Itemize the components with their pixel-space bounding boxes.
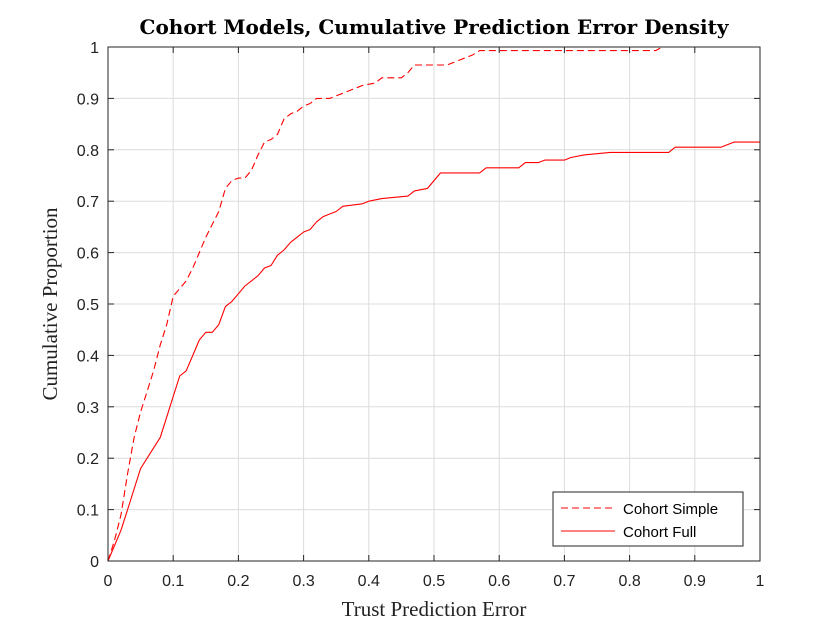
x-tick-label: 0.8 (618, 573, 640, 590)
y-tick-label: 0.6 (77, 246, 99, 263)
y-tick-label: 0.7 (77, 194, 99, 211)
x-axis-ticks: 0 0.1 0.2 0.3 0.4 0.5 0.6 0.7 0.8 0.9 1 (104, 47, 765, 590)
y-tick-label: 0 (90, 554, 99, 571)
y-tick-label: 0.4 (77, 348, 99, 365)
x-tick-label: 0.4 (358, 573, 380, 590)
chart-title: Cohort Models, Cumulative Prediction Err… (140, 15, 730, 39)
x-tick-label: 0.9 (684, 573, 706, 590)
series-line-cohort-full (107, 141, 760, 562)
legend-box (552, 491, 744, 547)
x-tick-label: 0.7 (553, 573, 575, 590)
x-axis-label: Trust Prediction Error (342, 597, 527, 621)
series-line-cohort-simple (107, 46, 760, 562)
legend-label-cohort-simple: Cohort Simple (623, 501, 718, 518)
x-tick-label: 0.2 (227, 573, 249, 590)
y-axis-label: Cumulative Proportion (38, 207, 62, 401)
y-tick-label: 1 (90, 40, 99, 57)
x-tick-label: 1 (756, 573, 765, 590)
y-tick-label: 0.8 (77, 143, 99, 160)
y-axis-ticks: 0 0.1 0.2 0.3 0.4 0.5 0.6 0.7 0.8 0.9 1 (77, 40, 760, 571)
x-tick-label: 0.3 (292, 573, 314, 590)
y-tick-label: 0.9 (77, 91, 99, 108)
legend-label-cohort-full: Cohort Full (623, 524, 696, 541)
x-tick-label: 0.1 (162, 573, 184, 590)
y-tick-label: 0.1 (77, 503, 99, 520)
x-tick-label: 0 (104, 573, 113, 590)
legend: Cohort Simple Cohort Full (552, 491, 744, 547)
y-tick-label: 0.5 (77, 297, 99, 314)
x-tick-label: 0.6 (488, 573, 510, 590)
plot-lines (107, 46, 760, 562)
y-tick-label: 0.3 (77, 400, 99, 417)
x-tick-label: 0.5 (423, 573, 445, 590)
y-tick-label: 0.2 (77, 451, 99, 468)
